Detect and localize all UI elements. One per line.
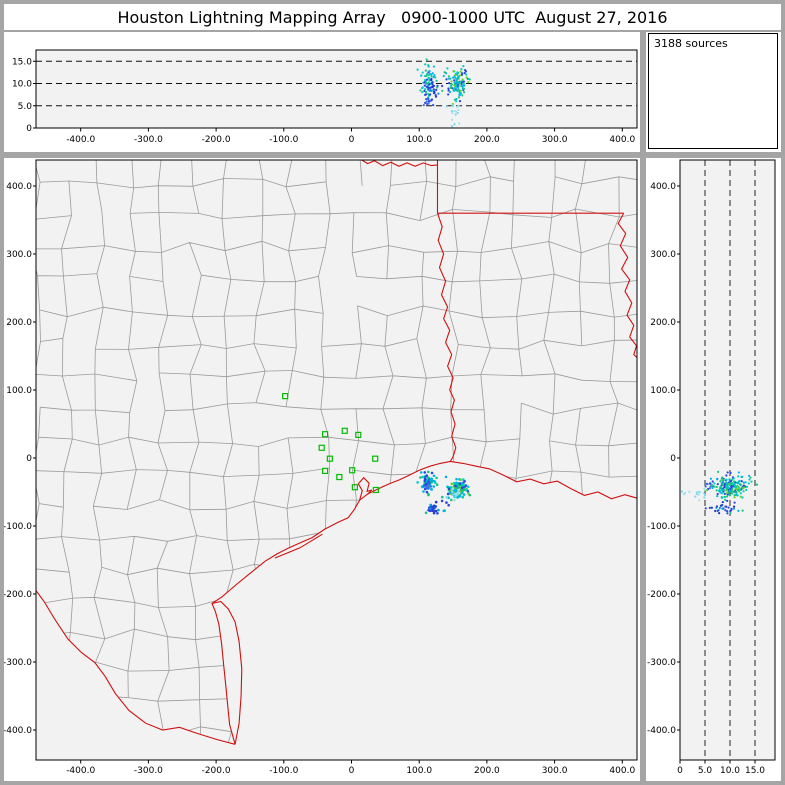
svg-text:-300.0: -300.0 [647,658,676,668]
svg-text:0: 0 [349,766,355,776]
svg-text:100.0: 100.0 [406,135,432,145]
svg-text:100.0: 100.0 [6,386,32,396]
svg-text:-300.0: -300.0 [134,766,163,776]
svg-text:300.0: 300.0 [650,250,676,260]
svg-text:-400.0: -400.0 [66,766,95,776]
svg-text:-100.0: -100.0 [269,135,298,145]
svg-text:0: 0 [26,454,32,464]
altitude-ns-plot[interactable]: 400.0 300.0 200.0 100.0 0 -100.0 -200.0 -300.0 -… [646,158,781,781]
svg-text:0: 0 [349,135,355,145]
svg-text:100.0: 100.0 [406,766,432,776]
plan-view-panel: 400.0 300.0 200.0 100.0 0 -100.0 -200.0 -300.0 -… [4,158,640,781]
sources-count: 3188 sources [654,37,728,50]
svg-text:200.0: 200.0 [650,318,676,328]
altitude-ew-plot[interactable]: 0 5.0 10.0 15.0 -400.0 -300.0 -200.0 -100.0 0 100… [4,32,640,152]
svg-text:400.0: 400.0 [609,135,635,145]
svg-text:-100.0: -100.0 [269,766,298,776]
svg-text:-200.0: -200.0 [202,766,231,776]
altitude-ns-panel: 400.0 300.0 200.0 100.0 0 -100.0 -200.0 -300.0 -… [646,158,781,781]
svg-text:-400.0: -400.0 [66,135,95,145]
svg-text:-400.0: -400.0 [647,726,676,736]
plan-view-plot[interactable]: 400.0 300.0 200.0 100.0 0 -100.0 -200.0 -300.0 -… [4,158,640,781]
svg-text:300.0: 300.0 [542,766,568,776]
svg-text:200.0: 200.0 [474,766,500,776]
svg-text:0: 0 [677,766,683,776]
svg-text:10.0: 10.0 [720,766,740,776]
svg-text:15.0: 15.0 [745,766,765,776]
svg-text:0: 0 [26,124,32,134]
svg-text:-300.0: -300.0 [4,658,32,668]
svg-text:-100.0: -100.0 [4,522,32,532]
svg-text:5.0: 5.0 [698,766,713,776]
svg-text:300.0: 300.0 [542,135,568,145]
sources-panel: 3188 sources [646,32,781,152]
page-title: Houston Lightning Mapping Array 0900-100… [4,4,781,30]
sources-count-box: 3188 sources [648,33,778,149]
svg-text:100.0: 100.0 [650,386,676,396]
svg-text:300.0: 300.0 [6,250,32,260]
svg-text:-400.0: -400.0 [4,726,32,736]
svg-text:-200.0: -200.0 [4,590,32,600]
svg-text:5.0: 5.0 [18,102,33,112]
svg-text:200.0: 200.0 [6,318,32,328]
svg-text:10.0: 10.0 [12,80,32,90]
svg-text:-100.0: -100.0 [647,522,676,532]
svg-text:400.0: 400.0 [6,182,32,192]
svg-text:15.0: 15.0 [12,57,32,67]
svg-text:-200.0: -200.0 [647,590,676,600]
svg-text:400.0: 400.0 [609,766,635,776]
svg-text:200.0: 200.0 [474,135,500,145]
svg-text:-300.0: -300.0 [134,135,163,145]
svg-text:-200.0: -200.0 [202,135,231,145]
altitude-ew-panel: 0 5.0 10.0 15.0 -400.0 -300.0 -200.0 -100.0 0 100… [4,32,640,152]
svg-text:400.0: 400.0 [650,182,676,192]
svg-text:0: 0 [670,454,676,464]
